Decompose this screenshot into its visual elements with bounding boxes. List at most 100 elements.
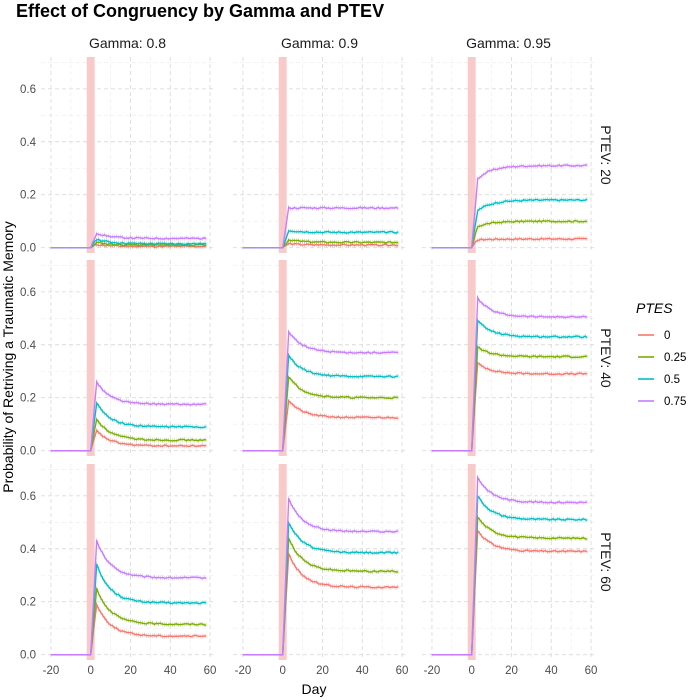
- x-tick-label: 0: [469, 665, 475, 677]
- facet-panel: [41, 260, 214, 456]
- series-error-bars-ptes-0.25: [96, 585, 207, 628]
- series-error-bars-ptes-0.5: [96, 237, 207, 247]
- series-error-bars-ptes-0.75: [477, 295, 588, 320]
- facet-panel: [41, 464, 214, 660]
- y-tick-label: 0.0: [20, 650, 36, 662]
- series-error-bars-ptes-0.75: [288, 496, 399, 535]
- facet-panel: [41, 57, 214, 253]
- series-line-ptes-0.5: [431, 318, 588, 452]
- series-line-ptes-0.5: [50, 238, 207, 249]
- series-line-ptes-0.5: [50, 563, 207, 656]
- x-tick-label: 20: [124, 665, 137, 677]
- series-error-bars-ptes-0.25: [288, 535, 399, 575]
- x-tick-label: 60: [396, 665, 409, 677]
- highlight-band: [86, 57, 95, 253]
- facet-panel: [233, 57, 406, 253]
- facet-row-label: PTEV: 40: [598, 328, 614, 388]
- series-line-ptes-0: [431, 237, 588, 249]
- x-tick-label: 40: [356, 665, 369, 677]
- series-error-bars-ptes-0.5: [288, 520, 399, 556]
- facet-panel: [233, 260, 406, 456]
- series-error-bars-ptes-0.25: [96, 417, 207, 443]
- facet-grid: Gamma: 0.8 Gamma: 0.9 Gamma: 0.95 PTEV: 20 P…: [20, 35, 614, 677]
- series-error-bars-ptes-0.25: [288, 375, 399, 401]
- facet-column-label: Gamma: 0.9: [281, 35, 358, 51]
- series-error-bars-ptes-0: [477, 236, 588, 243]
- series-line-ptes-0: [50, 428, 207, 452]
- highlight-band: [86, 260, 95, 456]
- series-line-ptes-0.75: [50, 379, 206, 452]
- series-error-bars-ptes-0: [477, 360, 588, 377]
- x-tick-label: 60: [585, 665, 598, 677]
- y-tick-label: 0.6: [20, 491, 36, 503]
- series-line-ptes-0.25: [50, 587, 207, 656]
- series-line-ptes-0.75: [431, 475, 588, 656]
- y-tick-label: 0.2: [20, 190, 36, 202]
- series-error-bars-ptes-0.25: [288, 237, 399, 246]
- legend-title: PTES: [636, 300, 673, 316]
- highlight-band: [278, 260, 287, 456]
- series-line-ptes-0: [50, 601, 207, 656]
- series-line-ptes-0.5: [431, 198, 588, 249]
- facet-row-label: PTEV: 20: [598, 125, 614, 185]
- y-tick-label: 0.6: [20, 84, 36, 96]
- series-error-bars-ptes-0.5: [477, 318, 588, 340]
- x-tick-label: 0: [280, 665, 286, 677]
- x-tick-label: 60: [204, 665, 217, 677]
- facet-column-label: Gamma: 0.95: [466, 35, 551, 51]
- series-line-ptes-0.25: [431, 345, 588, 452]
- legend: PTES 0 0.25 0.5 0.75: [636, 300, 686, 408]
- facet-panel: [233, 464, 406, 660]
- series-error-bars-ptes-0.5: [288, 353, 399, 380]
- y-tick-label: 0.2: [20, 393, 36, 405]
- series-error-bars-ptes-0.75: [96, 231, 207, 242]
- x-tick-label: -20: [43, 665, 60, 677]
- series-line-ptes-0.25: [242, 537, 399, 656]
- series-line-ptes-0.5: [242, 520, 399, 656]
- facet-column-label: Gamma: 0.8: [89, 35, 166, 51]
- y-tick-label: 0.4: [20, 137, 37, 149]
- series-error-bars-ptes-0.25: [477, 218, 588, 230]
- x-tick-label: 40: [164, 665, 177, 677]
- series-error-bars-ptes-0.5: [96, 400, 207, 430]
- series-error-bars-ptes-0.75: [288, 205, 399, 211]
- series-line-ptes-0.75: [242, 206, 399, 249]
- series-error-bars-ptes-0.25: [477, 515, 588, 542]
- series-line-ptes-0: [242, 399, 399, 452]
- series-error-bars-ptes-0: [96, 602, 207, 639]
- highlight-band: [278, 464, 287, 660]
- series-line-ptes-0.25: [50, 417, 207, 452]
- x-tick-label: 0: [88, 665, 94, 677]
- legend-label-ptes-0.25: 0.25: [664, 352, 686, 364]
- series-error-bars-ptes-0.25: [477, 344, 588, 360]
- series-error-bars-ptes-0.5: [477, 197, 588, 213]
- series-line-ptes-0.5: [50, 401, 207, 452]
- series-line-ptes-0.5: [431, 494, 588, 656]
- series-error-bars-ptes-0.5: [288, 228, 399, 236]
- y-axis-title: Probability of Retriving a Traumatic Mem…: [0, 221, 16, 493]
- y-tick-label: 0.0: [20, 243, 36, 255]
- series-error-bars-ptes-0: [96, 428, 207, 449]
- series-line-ptes-0: [242, 553, 399, 656]
- series-line-ptes-0.75: [431, 164, 588, 249]
- legend-label-ptes-0.5: 0.5: [664, 374, 680, 386]
- facet-panel: [422, 464, 595, 660]
- series-line-ptes-0.75: [50, 232, 207, 249]
- series-line-ptes-0.25: [431, 219, 588, 249]
- x-tick-label: -20: [424, 665, 441, 677]
- series-error-bars-ptes-0.75: [477, 162, 588, 181]
- facet-row-label: PTEV: 60: [598, 532, 614, 592]
- series-line-ptes-0: [431, 362, 588, 452]
- highlight-band: [467, 464, 476, 660]
- legend-label-ptes-0: 0: [664, 330, 670, 342]
- x-tick-label: -20: [235, 665, 252, 677]
- y-tick-label: 0.0: [20, 446, 36, 458]
- highlight-band: [467, 57, 476, 253]
- series-line-ptes-0.75: [242, 329, 399, 452]
- highlight-band: [86, 464, 95, 660]
- series-line-ptes-0: [431, 528, 588, 656]
- y-tick-label: 0.4: [20, 544, 37, 556]
- chart-title: Effect of Congruency by Gamma and PTEV: [16, 1, 384, 21]
- series-error-bars-ptes-0.75: [477, 475, 588, 506]
- highlight-band: [467, 260, 476, 456]
